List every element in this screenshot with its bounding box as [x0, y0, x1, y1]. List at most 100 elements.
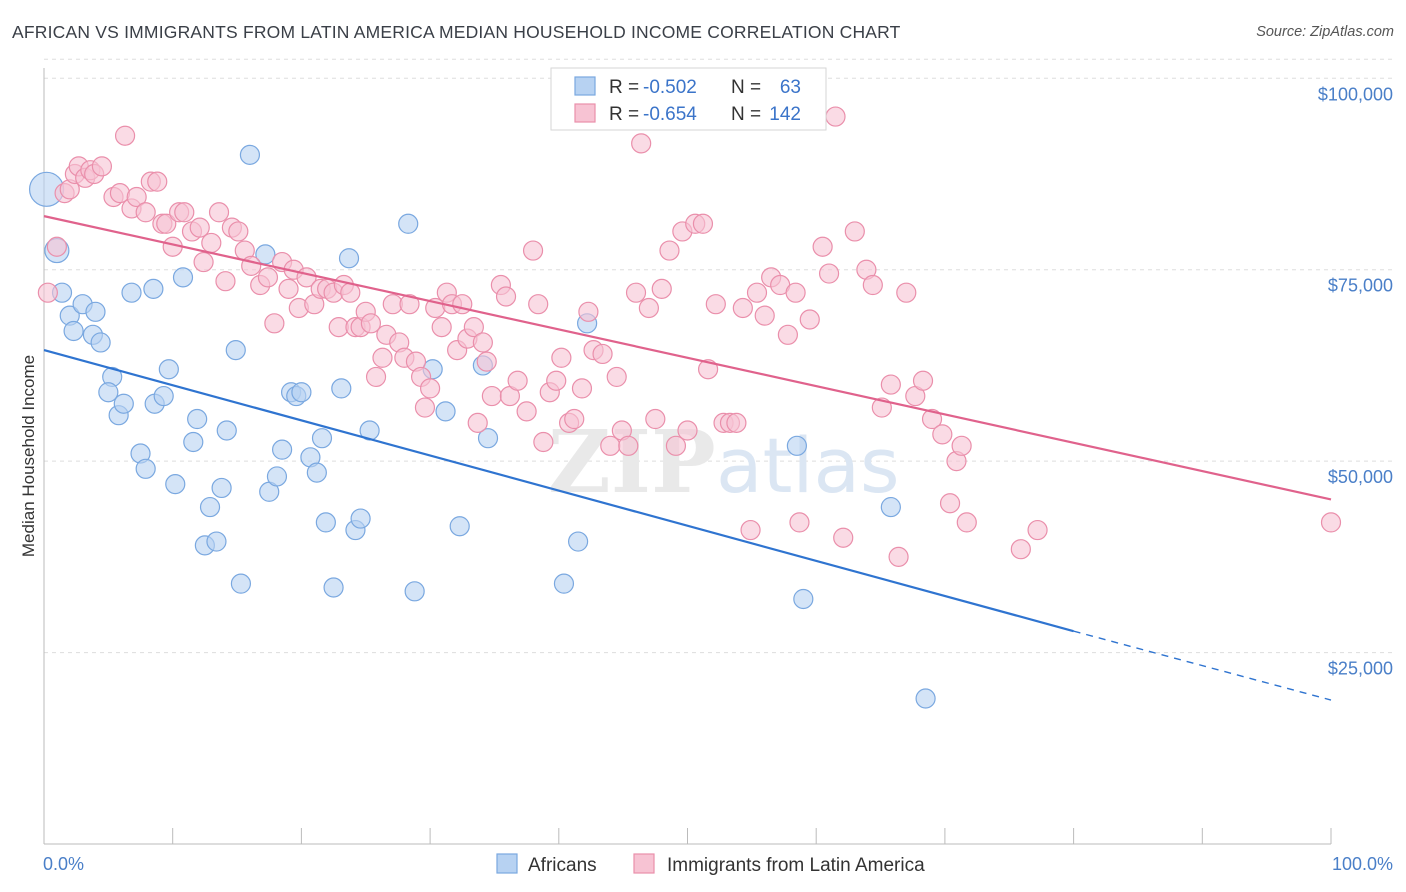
series-legend-label-africans: Africans: [528, 855, 597, 876]
africans-point-27: [211, 477, 232, 499]
latin-america-point-34: [257, 267, 279, 288]
latin-america-point-37: [278, 278, 299, 299]
latin-america-point-82: [533, 431, 554, 453]
legend-n-label-africans: N =: [731, 77, 761, 98]
latin-america-point-135: [921, 408, 943, 430]
latin-america-point-15: [135, 202, 156, 223]
africans-point-55: [477, 428, 499, 449]
africans-point-59: [786, 435, 807, 456]
africans-point-30: [230, 573, 252, 594]
series-legend: Africans Immigrants from Latin America: [496, 853, 925, 876]
africans-point-13: [121, 282, 142, 303]
latin-america-point-107: [697, 359, 719, 380]
latin-america-point-87: [564, 408, 585, 430]
latin-america-point-95: [618, 435, 639, 456]
africans-point-23: [187, 408, 208, 430]
series-legend-swatch-africans: [496, 853, 518, 874]
latin-america-point-14: [126, 186, 147, 208]
latin-america-point-125: [833, 527, 854, 548]
latin-america-point-121: [799, 309, 820, 330]
latin-america-point-131: [888, 546, 909, 567]
africans-point-35: [271, 439, 293, 460]
africans-point-57: [568, 531, 589, 552]
latin-america-point-84: [546, 370, 567, 391]
africans-point-56: [553, 573, 575, 594]
latin-america-point-111: [726, 412, 747, 433]
latin-america-point-51: [360, 313, 381, 334]
latin-america-point-91: [592, 343, 613, 365]
africans-point-50: [404, 581, 425, 602]
africans-point-18: [153, 385, 174, 407]
latin-america-point-88: [571, 378, 593, 399]
latin-america-point-101: [659, 240, 680, 261]
latin-america-point-123: [818, 263, 840, 284]
latin-america-point-100: [651, 278, 672, 299]
latin-america-point-113: [740, 519, 761, 541]
y-tick-label-25000: $25,000: [1328, 659, 1393, 679]
latin-america-point-136: [932, 424, 953, 445]
latin-america-point-97: [631, 133, 652, 154]
legend-swatch-africans: [574, 76, 596, 96]
latin-america-point-52: [365, 366, 387, 388]
legend-n-label-latin-america: N =: [731, 104, 761, 125]
africans-point-45: [338, 248, 360, 269]
africans-point-15: [135, 458, 156, 479]
africans-point-38: [291, 382, 312, 403]
africans-point-22: [183, 431, 204, 453]
latin-america-point-124: [825, 106, 846, 127]
chart-source: Source: ZipAtlas.com: [1256, 24, 1394, 40]
latin-america-point-62: [420, 378, 441, 399]
latin-america-point-143: [1320, 512, 1342, 533]
latin-america-point-104: [677, 420, 698, 441]
latin-america-point-80: [522, 240, 544, 261]
latin-america-points: [37, 106, 1342, 567]
latin-america-trend-line: [43, 215, 1332, 501]
x-tick-label-max: 100.0%: [1332, 854, 1393, 874]
latin-america-point-130: [880, 374, 901, 395]
trend-lines: [43, 215, 1332, 701]
latin-america-point-81: [528, 294, 549, 315]
africans-point-34: [266, 466, 288, 487]
latin-america-point-137: [939, 493, 961, 514]
legend-r-value-latin-america: -0.654: [643, 104, 697, 125]
chart-title: AFRICAN VS IMMIGRANTS FROM LATIN AMERICA…: [12, 22, 901, 42]
africans-point-60: [793, 588, 814, 610]
latin-america-point-79: [516, 401, 537, 422]
latin-america-point-129: [871, 397, 892, 418]
latin-america-point-98: [638, 297, 659, 319]
latin-america-point-24: [189, 217, 210, 238]
latin-america-point-58: [399, 294, 420, 315]
latin-america-point-119: [785, 282, 806, 303]
latin-america-point-61: [414, 397, 436, 418]
legend-swatch-latin-america: [574, 103, 596, 123]
latin-america-point-141: [1010, 539, 1031, 560]
latin-america-point-17: [147, 171, 168, 192]
africans-point-43: [323, 577, 344, 598]
latin-america-point-112: [732, 297, 753, 319]
africans-point-61: [880, 496, 901, 518]
latin-america-point-134: [912, 370, 934, 391]
y-axis-label: Median Household Income: [19, 355, 38, 557]
latin-america-point-35: [264, 313, 285, 334]
africans-point-53: [449, 516, 470, 537]
latin-america-point-72: [472, 332, 493, 353]
latin-america-point-76: [495, 286, 517, 307]
latin-america-point-89: [578, 301, 599, 322]
africans-point-42: [315, 512, 336, 533]
africans-point-4: [63, 320, 84, 342]
latin-america-point-93: [606, 366, 627, 388]
africans-point-10: [98, 382, 119, 403]
africans-point-21: [172, 267, 194, 288]
latin-america-point-114: [746, 282, 768, 303]
latin-america-point-118: [777, 324, 798, 345]
legend-n-value-africans: 63: [780, 77, 801, 98]
africans-point-28: [216, 420, 237, 441]
latin-america-point-30: [228, 221, 249, 242]
series-legend-label-latin-america: Immigrants from Latin America: [667, 855, 925, 876]
latin-america-point-96: [625, 282, 647, 303]
latin-america-point-74: [481, 385, 502, 407]
latin-america-point-1: [46, 236, 67, 257]
latin-america-point-22: [174, 202, 195, 223]
latin-america-point-19: [156, 213, 177, 234]
